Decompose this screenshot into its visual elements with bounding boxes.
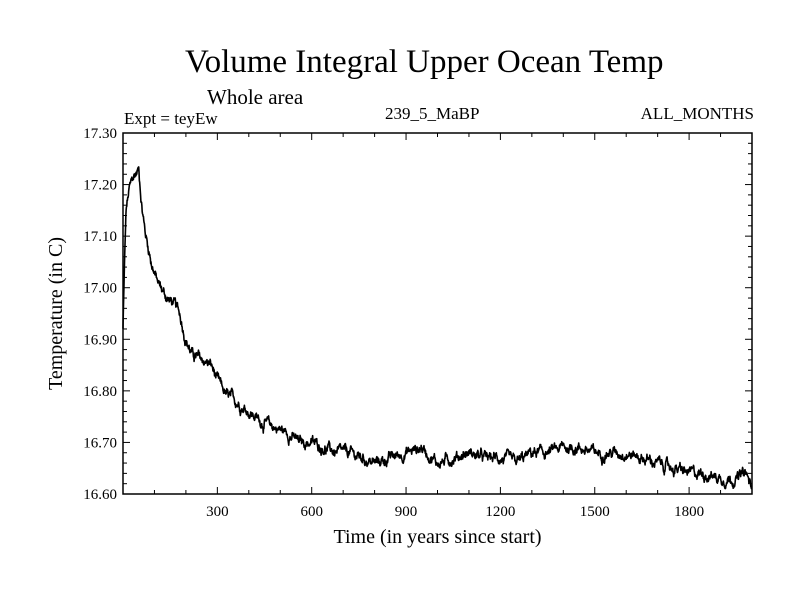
- y-tick-label: 16.70: [83, 435, 117, 451]
- y-axis-label: Temperature (in C): [45, 237, 67, 390]
- chart-title: Volume Integral Upper Ocean Temp: [185, 44, 664, 80]
- plot-frame: [122, 132, 753, 495]
- series-line: [122, 166, 753, 490]
- y-tick-label: 16.80: [83, 384, 117, 400]
- x-tick-label: 900: [395, 504, 418, 520]
- x-tick-label: 600: [300, 504, 323, 520]
- run-id-label: 239_5_MaBP: [385, 104, 480, 123]
- x-axis: 300 600 900 1200 1500 1800: [153, 133, 722, 520]
- y-tick-label: 17.30: [83, 126, 117, 142]
- experiment-label: Expt = teyEw: [124, 109, 218, 128]
- x-tick-label: 1800: [674, 504, 704, 520]
- y-tick-label: 16.60: [83, 487, 117, 503]
- x-tick-label: 300: [206, 504, 229, 520]
- y-tick-label: 16.90: [83, 332, 117, 348]
- chart-subtitle: Whole area: [207, 85, 304, 109]
- y-tick-label: 17.10: [83, 229, 117, 245]
- x-tick-label: 1200: [485, 504, 515, 520]
- months-label: ALL_MONTHS: [640, 104, 754, 123]
- x-axis-label: Time (in years since start): [333, 526, 541, 548]
- y-tick-label: 17.20: [83, 178, 117, 194]
- y-tick-label: 17.00: [83, 281, 117, 297]
- x-tick-label: 1500: [580, 504, 610, 520]
- series-layer: [122, 166, 753, 490]
- y-axis: 16.60 16.70 16.80 16.90 17.00 17.10 17.20 17.30: [83, 126, 752, 503]
